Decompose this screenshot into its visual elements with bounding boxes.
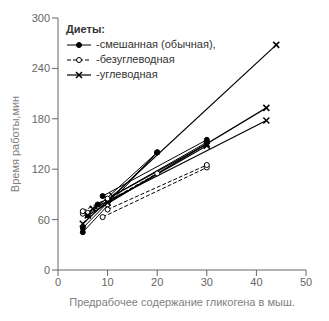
html-text:Диеты:: Диеты: — [66, 23, 105, 35]
svg-text:300: 300 — [32, 12, 50, 24]
html-text:-смешанная (обычная),: -смешанная (обычная), — [96, 38, 216, 50]
svg-text:40: 40 — [250, 276, 262, 288]
svg-text:60: 60 — [38, 214, 50, 226]
svg-text:120: 120 — [32, 163, 50, 175]
svg-text:180: 180 — [32, 113, 50, 125]
html-text:-безуглеводная: -безуглеводная — [96, 53, 175, 65]
svg-text:10: 10 — [101, 276, 113, 288]
svg-text:30: 30 — [201, 276, 213, 288]
svg-text:50: 50 — [300, 276, 312, 288]
svg-text:Время работы,мин: Время работы,мин — [9, 96, 21, 192]
svg-text:240: 240 — [32, 62, 50, 74]
svg-text:Предрабочее содержание гликоге: Предрабочее содержание гликогена в мыш. — [69, 296, 295, 308]
svg-text:0: 0 — [44, 264, 50, 276]
svg-text:20: 20 — [151, 276, 163, 288]
html-text:-углеводная: -углеводная — [96, 68, 158, 80]
svg-text:0: 0 — [55, 276, 61, 288]
